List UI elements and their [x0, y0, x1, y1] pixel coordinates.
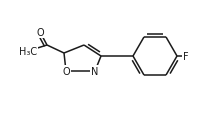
Text: O: O: [62, 66, 70, 76]
Text: H₃C: H₃C: [19, 47, 37, 56]
Text: F: F: [183, 52, 189, 61]
Text: O: O: [36, 28, 44, 38]
Text: N: N: [91, 66, 99, 76]
